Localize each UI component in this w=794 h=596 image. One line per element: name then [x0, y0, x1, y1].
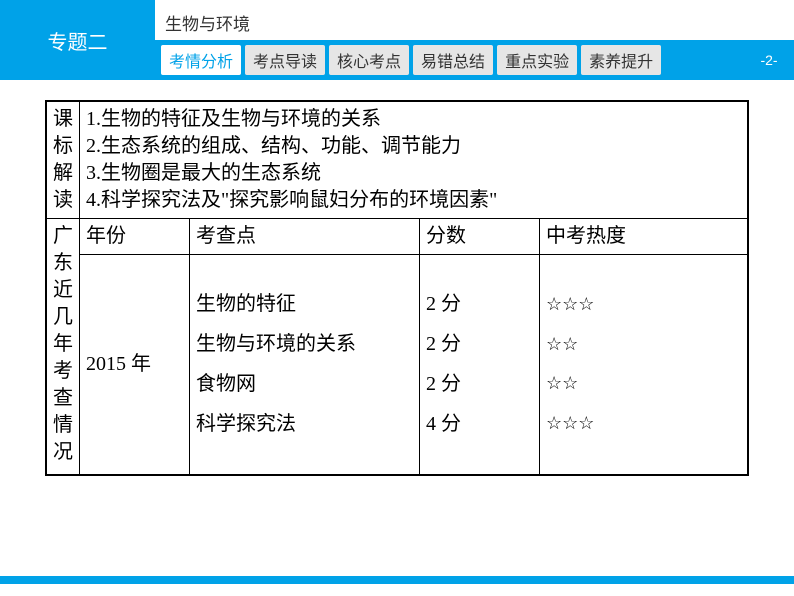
- page-subtitle: 生物与环境: [165, 10, 250, 35]
- cell-heat: ☆☆☆ ☆☆ ☆☆ ☆☆☆: [540, 255, 749, 475]
- point-4: 科学探究法: [196, 404, 413, 444]
- col-score: 分数: [420, 219, 540, 255]
- topic-label: 专题二: [0, 0, 155, 80]
- interpretation-content: 1.生物的特征及生物与环境的关系 2.生态系统的组成、结构、功能、调节能力 3.…: [80, 101, 749, 219]
- content-area: 课标解读 1.生物的特征及生物与环境的关系 2.生态系统的组成、结构、功能、调节…: [45, 100, 749, 476]
- interpretation-line-4: 4.科学探究法及"探究影响鼠妇分布的环境因素": [86, 187, 741, 214]
- page-number-badge: -2-: [744, 40, 794, 80]
- col-year: 年份: [80, 219, 190, 255]
- cell-year: 2015 年: [80, 255, 190, 475]
- cell-scores: 2 分 2 分 2 分 4 分: [420, 255, 540, 475]
- score-4: 4 分: [426, 404, 533, 444]
- tab-experiment[interactable]: 重点实验: [497, 45, 577, 75]
- score-1: 2 分: [426, 284, 533, 324]
- heat-4: ☆☆☆: [546, 404, 741, 444]
- score-3: 2 分: [426, 364, 533, 404]
- main-table: 课标解读 1.生物的特征及生物与环境的关系 2.生态系统的组成、结构、功能、调节…: [45, 100, 749, 476]
- interpretation-line-1: 1.生物的特征及生物与环境的关系: [86, 106, 741, 133]
- interpretation-line-2: 2.生态系统的组成、结构、功能、调节能力: [86, 133, 741, 160]
- heat-3: ☆☆: [546, 364, 741, 404]
- heat-1: ☆☆☆: [546, 285, 741, 325]
- interpretation-line-3: 3.生物圈是最大的生态系统: [86, 160, 741, 187]
- score-2: 2 分: [426, 324, 533, 364]
- tab-literacy[interactable]: 素养提升: [581, 45, 661, 75]
- header: 专题二 生物与环境 考情分析 考点导读 核心考点 易错总结 重点实验 素养提升 …: [0, 0, 794, 80]
- tab-guide[interactable]: 考点导读: [245, 45, 325, 75]
- point-2: 生物与环境的关系: [196, 324, 413, 364]
- cell-points: 生物的特征 生物与环境的关系 食物网 科学探究法: [190, 255, 420, 475]
- point-3: 食物网: [196, 364, 413, 404]
- tab-core[interactable]: 核心考点: [329, 45, 409, 75]
- point-1: 生物的特征: [196, 284, 413, 324]
- heat-2: ☆☆: [546, 325, 741, 365]
- tabs-bar: 考情分析 考点导读 核心考点 易错总结 重点实验 素养提升: [155, 40, 794, 80]
- col-point: 考查点: [190, 219, 420, 255]
- tab-analysis[interactable]: 考情分析: [161, 45, 241, 75]
- tab-mistakes[interactable]: 易错总结: [413, 45, 493, 75]
- footer-bar: [0, 576, 794, 584]
- interpretation-side-label: 课标解读: [46, 101, 80, 219]
- col-heat: 中考热度: [540, 219, 749, 255]
- exam-side-label: 广东近几年考查情况: [46, 219, 80, 475]
